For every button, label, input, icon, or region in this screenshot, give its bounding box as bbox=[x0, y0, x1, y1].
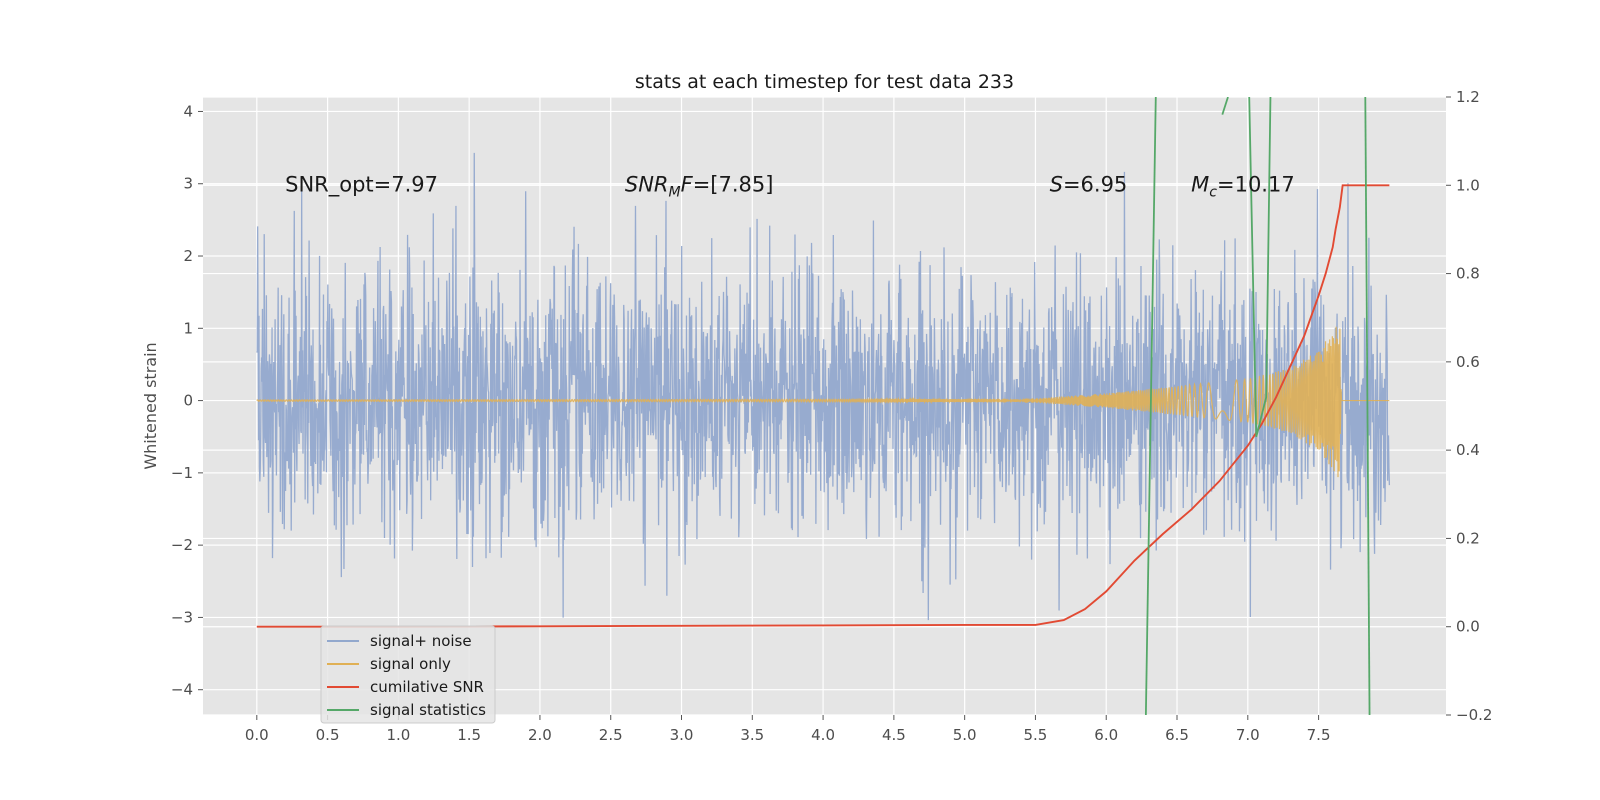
y-tick-label: −4 bbox=[171, 681, 193, 699]
annotation-1: SNRMF=[7.85] bbox=[625, 173, 774, 201]
y2-tick-label: −0.2 bbox=[1456, 706, 1492, 724]
y2-tick-label: 1.0 bbox=[1456, 176, 1480, 194]
legend-box bbox=[320, 625, 496, 724]
x-tick-label: 1.5 bbox=[457, 726, 481, 744]
y-tick-label: 1 bbox=[183, 319, 193, 337]
y-tick-label: −3 bbox=[171, 608, 193, 626]
chart-title: stats at each timestep for test data 233 bbox=[635, 71, 1014, 93]
y-tick-label: 3 bbox=[183, 175, 193, 193]
x-tick-label: 4.0 bbox=[811, 726, 835, 744]
series-layer bbox=[256, 97, 1391, 715]
legend-label: signal+ noise bbox=[370, 632, 472, 650]
series-signal-statistics-line bbox=[1221, 97, 1229, 115]
x-tick-label: 3.0 bbox=[670, 726, 694, 744]
y-tick-label: 2 bbox=[183, 247, 193, 265]
series-signal-noise-line bbox=[256, 152, 1391, 621]
x-tick-label: 1.0 bbox=[386, 726, 410, 744]
legend-label: signal statistics bbox=[370, 701, 486, 719]
series-cumulative-snr-line bbox=[256, 184, 1390, 628]
annotation-0: SNR_opt=7.97 bbox=[285, 173, 438, 198]
y2-tick-label: 1.2 bbox=[1456, 88, 1480, 106]
legend-label: cumilative SNR bbox=[370, 678, 484, 696]
annotations: SNR_opt=7.97 SNRMF=[7.85] S=6.95 Mc=10.17 bbox=[285, 173, 1295, 201]
axes: 0.0 0.5 1.0 1.5 2.0 2.5 3.0 3.5 4.0 4.5 5.0 5.5 6.0 6… bbox=[171, 88, 1493, 744]
x-tick-label: 2.5 bbox=[599, 726, 623, 744]
series-signal-only-line bbox=[256, 326, 1390, 478]
x-tick-label: 0.5 bbox=[316, 726, 340, 744]
y2-tick-label: 0.0 bbox=[1456, 618, 1480, 636]
x-tick-label: 4.5 bbox=[882, 726, 906, 744]
y-axis-label: Whitened strain bbox=[141, 342, 160, 469]
y-tick-label: 4 bbox=[183, 102, 193, 120]
x-tick-label: 5.0 bbox=[953, 726, 977, 744]
x-tick-label: 2.0 bbox=[528, 726, 552, 744]
x-tick-label: 0.0 bbox=[245, 726, 269, 744]
series-signal-statistics-line bbox=[1144, 97, 1157, 715]
annotation-2: S=6.95 bbox=[1050, 173, 1128, 197]
x-tick-label: 7.0 bbox=[1236, 726, 1260, 744]
series-signal-statistics-line bbox=[1248, 97, 1272, 438]
x-tick-label: 6.0 bbox=[1094, 726, 1118, 744]
x-tick-label: 5.5 bbox=[1024, 726, 1048, 744]
x-tick-label: 6.5 bbox=[1165, 726, 1189, 744]
x-tick-label: 3.5 bbox=[740, 726, 764, 744]
y-tick-label: −2 bbox=[171, 536, 193, 554]
y2-tick-label: 0.2 bbox=[1456, 529, 1480, 547]
y2-tick-label: 0.4 bbox=[1456, 441, 1480, 459]
x-tick-label: 7.5 bbox=[1307, 726, 1331, 744]
y-tick-label: −1 bbox=[171, 464, 193, 482]
annotation-3: Mc=10.17 bbox=[1191, 173, 1295, 201]
series-signal-statistics-line bbox=[1364, 97, 1371, 715]
y2-tick-label: 0.6 bbox=[1456, 353, 1480, 371]
legend-label: signal only bbox=[370, 655, 451, 673]
y-tick-label: 0 bbox=[183, 392, 193, 410]
legend: signal+ noise signal only cumilative SNR si… bbox=[320, 625, 496, 724]
y2-tick-label: 0.8 bbox=[1456, 265, 1480, 283]
